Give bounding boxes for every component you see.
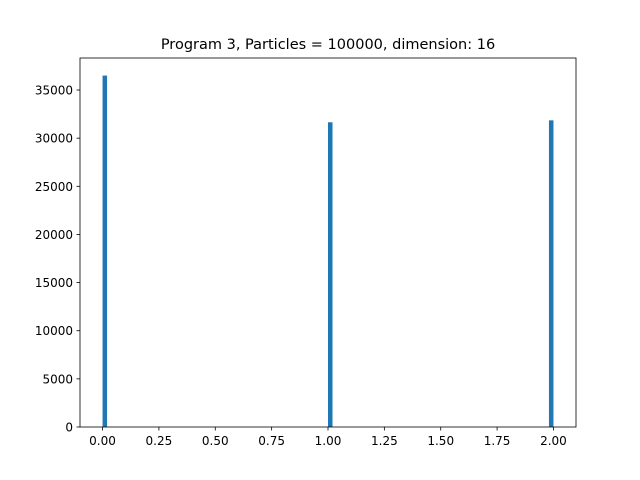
histogram-bar (328, 122, 333, 428)
plot-area-frame (79, 57, 577, 428)
x-tick-label: 1.75 (484, 434, 511, 448)
x-tick-label: 2.00 (540, 434, 567, 448)
y-tick-label: 10000 (35, 324, 73, 338)
y-tick-label: 15000 (35, 276, 73, 290)
histogram-bar (548, 120, 554, 427)
x-tick-label: 0.25 (146, 434, 173, 448)
y-tick-label: 5000 (42, 372, 73, 386)
x-tick-label: 1.50 (427, 434, 454, 448)
bars-layer (102, 75, 554, 428)
y-tick-label: 0 (65, 421, 73, 435)
x-axis: 0.00 0.25 0.50 0.75 1.00 1.25 1.50 1.75 2.00 (89, 427, 567, 448)
x-tick-label: 0.00 (89, 434, 116, 448)
chart-title: Program 3, Particles = 100000, dimension… (161, 37, 495, 53)
y-axis: 0 5000 10000 15000 20000 25000 30000 35000 (35, 84, 80, 435)
y-tick-label: 20000 (35, 228, 73, 242)
y-tick-label: 25000 (35, 180, 73, 194)
histogram-bar (102, 75, 108, 427)
y-tick-label: 30000 (35, 132, 73, 146)
x-tick-label: 0.75 (258, 434, 285, 448)
y-tick-label: 35000 (35, 84, 73, 98)
x-tick-label: 1.00 (315, 434, 342, 448)
x-tick-label: 0.50 (202, 434, 229, 448)
x-tick-label: 1.25 (371, 434, 398, 448)
